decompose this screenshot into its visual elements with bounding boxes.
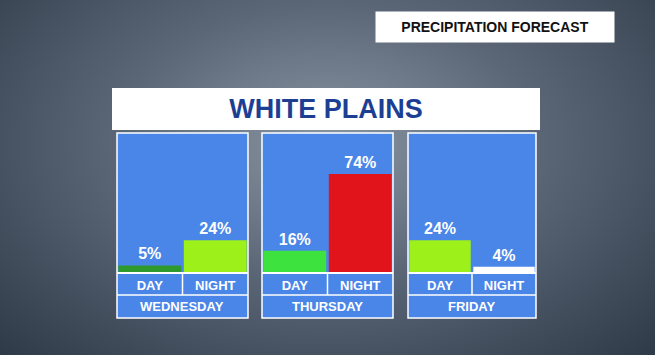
svg-text:WEDNESDAY: WEDNESDAY — [140, 299, 224, 314]
svg-text:DAY: DAY — [282, 278, 309, 293]
svg-text:WHITE PLAINS: WHITE PLAINS — [229, 94, 423, 124]
svg-text:16%: 16% — [279, 231, 311, 248]
svg-text:24%: 24% — [199, 220, 231, 237]
svg-text:4%: 4% — [492, 247, 515, 264]
svg-text:24%: 24% — [424, 220, 456, 237]
svg-text:5%: 5% — [138, 245, 161, 262]
svg-text:74%: 74% — [344, 154, 376, 171]
svg-text:NIGHT: NIGHT — [195, 278, 236, 293]
svg-text:NIGHT: NIGHT — [340, 278, 381, 293]
svg-text:PRECIPITATION FORECAST: PRECIPITATION FORECAST — [401, 19, 588, 35]
svg-text:DAY: DAY — [427, 278, 454, 293]
svg-text:FRIDAY: FRIDAY — [448, 299, 496, 314]
svg-text:NIGHT: NIGHT — [484, 278, 525, 293]
svg-text:DAY: DAY — [137, 278, 164, 293]
svg-text:THURSDAY: THURSDAY — [292, 299, 363, 314]
